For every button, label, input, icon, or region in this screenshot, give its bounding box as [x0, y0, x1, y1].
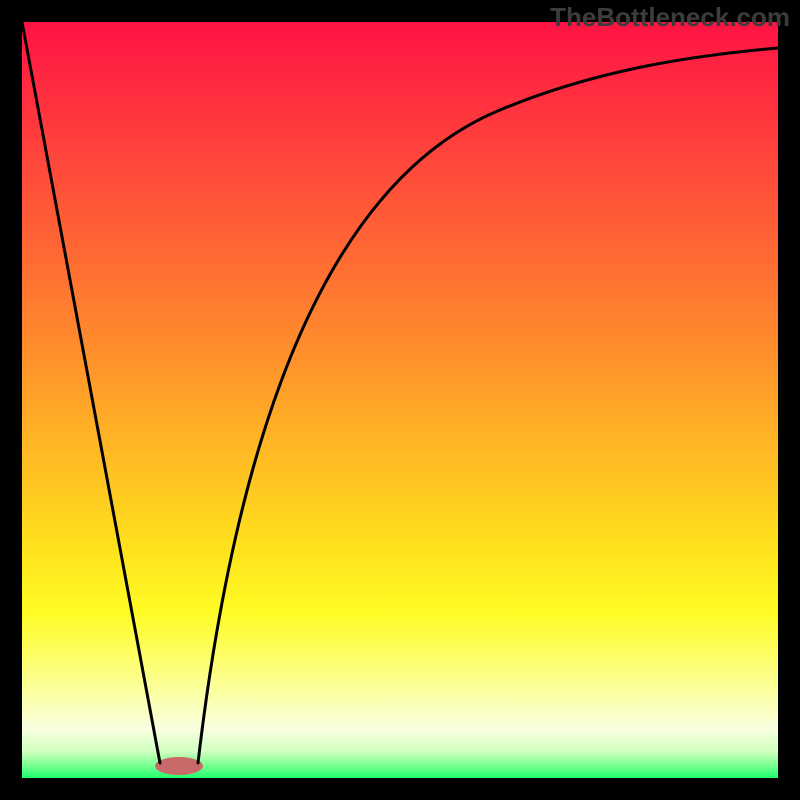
chart-container: TheBottleneck.com: [0, 0, 800, 800]
watermark-text: TheBottleneck.com: [550, 2, 790, 33]
optimal-range-marker: [155, 757, 203, 775]
plot-area: [22, 22, 778, 778]
bottleneck-chart: [0, 0, 800, 800]
